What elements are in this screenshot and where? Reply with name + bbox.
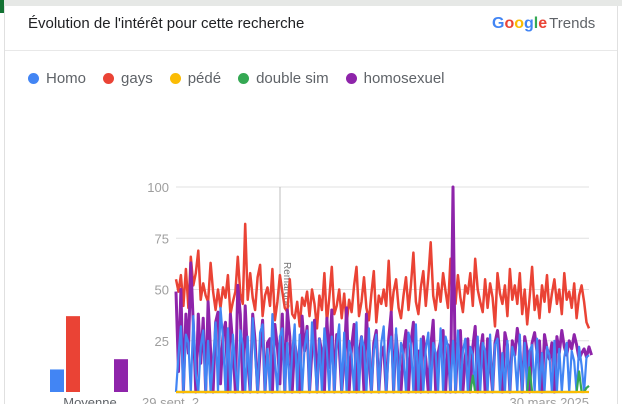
legend-label: gays: [121, 70, 153, 87]
legend-dot-icon: [28, 73, 39, 84]
average-bar: [66, 316, 80, 392]
card-header: Évolution de l'intérêt pour cette recher…: [5, 6, 617, 51]
legend-label: Homo: [46, 70, 87, 87]
top-divider: [0, 0, 622, 6]
logo-letter: G: [492, 15, 505, 32]
y-tick-label: 75: [155, 231, 169, 246]
top-accent-mark: [0, 0, 4, 13]
series-line-homo: [174, 306, 590, 394]
y-tick-label: 100: [147, 180, 169, 195]
legend-label: homosexuel: [363, 70, 445, 87]
average-bar: [114, 359, 128, 392]
legend-dot-icon: [103, 73, 115, 84]
logo-letter: o: [504, 15, 515, 32]
trends-wordmark: Trends: [549, 15, 596, 32]
google-trends-logo[interactable]: Google Trends: [492, 15, 595, 33]
y-tick-label: 25: [155, 334, 169, 349]
legend-dot-icon: [238, 73, 250, 84]
logo-letter: o: [514, 15, 525, 32]
interest-chart: 25 50 75 100 Remarque Moyenne 29 sept. 2 30 mar…: [50, 180, 593, 404]
average-label: Moyenne: [63, 395, 116, 404]
logo-letter: g: [524, 15, 534, 32]
interest-over-time-card: Évolution de l'intérêt pour cette recher…: [4, 6, 618, 404]
legend-item[interactable]: double sim: [238, 70, 329, 87]
logo-letter: e: [538, 15, 548, 32]
legend-item[interactable]: gays: [103, 70, 153, 87]
legend-dot-icon: [345, 73, 357, 84]
legend-label: double sim: [256, 70, 329, 87]
logo-letter: l: [533, 15, 539, 32]
x-tick-label: 29 sept. 2: [142, 395, 199, 404]
legend-item[interactable]: homosexuel: [345, 70, 445, 87]
chart-legend: Homo gays pédé double sim homosexuel: [28, 70, 462, 87]
annotation-label: Remarque: [281, 262, 292, 309]
legend-dot-icon: [169, 73, 181, 84]
series-line-gays: [174, 222, 591, 330]
google-wordmark: Google: [492, 15, 547, 32]
average-bar: [50, 369, 64, 392]
legend-item[interactable]: Homo: [28, 70, 86, 87]
legend-label: pédé: [187, 70, 222, 87]
y-tick-label: 50: [155, 283, 169, 298]
card-title: Évolution de l'intérêt pour cette recher…: [28, 15, 305, 32]
x-tick-label: 30 mars 2025: [510, 395, 590, 404]
legend-item[interactable]: pédé: [169, 70, 222, 87]
